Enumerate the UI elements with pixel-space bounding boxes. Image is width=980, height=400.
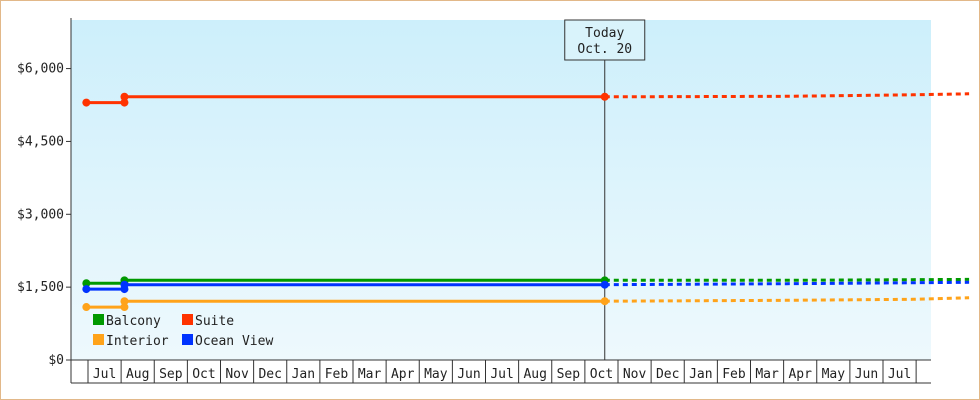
today-label-box	[564, 19, 646, 61]
x-month-label: May	[822, 367, 846, 382]
x-month-label: Sep	[159, 367, 183, 382]
interior-point	[120, 303, 129, 312]
interior-point	[600, 297, 609, 306]
x-month-label: Jul	[888, 367, 911, 382]
suite-forecast-line	[604, 92, 970, 99]
x-month-label: Apr	[788, 367, 812, 382]
legend-label: Balcony	[106, 314, 161, 329]
x-month-label: Jan	[689, 367, 712, 382]
y-tick-label: $1,500	[17, 280, 64, 295]
balcony-point	[82, 279, 91, 288]
ocean-view-point	[120, 280, 129, 289]
x-month-label: Sep	[557, 367, 581, 382]
y-tick-label: $4,500	[17, 134, 64, 149]
x-axis: Jul Aug Sep Oct Nov Dec Jan Feb Mar Apr May Jun Jul A…	[70, 359, 931, 384]
series-group	[82, 92, 970, 312]
legend-swatch	[93, 314, 104, 325]
y-tick-label: $6,000	[17, 62, 64, 77]
plot-background	[71, 20, 931, 360]
y-axis: $0 $1,500 $3,000 $4,500 $6,000	[17, 18, 72, 368]
suite-point	[82, 98, 91, 107]
x-month-label: Aug	[126, 367, 149, 382]
x-month-label: Feb	[722, 367, 746, 382]
x-month-label: Apr	[391, 367, 415, 382]
x-month-label: Jun	[457, 367, 480, 382]
y-tick-label: $3,000	[17, 207, 64, 222]
x-month-label: Feb	[325, 367, 349, 382]
ocean-view-point	[600, 280, 609, 289]
x-month-label: Mar	[358, 367, 382, 382]
x-month-label: Mar	[755, 367, 779, 382]
x-month-label: Nov	[225, 367, 249, 382]
suite-point	[120, 92, 129, 101]
x-month-label: Jul	[93, 367, 116, 382]
x-month-label: Dec	[656, 367, 679, 382]
legend: Balcony Suite Interior Ocean View	[93, 314, 273, 349]
ocean-view-point	[82, 285, 91, 294]
interior-forecast-line	[604, 296, 970, 303]
legend-label: Ocean View	[195, 334, 273, 349]
balcony-forecast-line	[604, 277, 970, 282]
today-date-label: Oct. 20	[577, 42, 632, 57]
legend-swatch	[182, 314, 193, 325]
ocean-view-forecast-line	[604, 280, 970, 287]
x-month-label: Jan	[292, 367, 315, 382]
x-month-label: Jul	[490, 367, 513, 382]
x-month-label: Nov	[623, 367, 647, 382]
suite-point	[600, 92, 609, 101]
x-month-label: Aug	[523, 367, 546, 382]
x-month-label: Oct	[590, 367, 613, 382]
x-month-label: Jun	[855, 367, 878, 382]
x-month-label: Dec	[258, 367, 281, 382]
x-month-label: Oct	[192, 367, 215, 382]
legend-swatch	[182, 334, 193, 345]
today-label: Today	[585, 26, 624, 41]
legend-label: Interior	[106, 334, 169, 349]
suite-point	[120, 98, 129, 107]
legend-label: Suite	[195, 314, 234, 329]
x-month-label: May	[424, 367, 448, 382]
y-tick-label: $0	[48, 353, 64, 368]
interior-point	[120, 297, 129, 306]
legend-swatch	[93, 334, 104, 345]
interior-point	[82, 303, 91, 312]
